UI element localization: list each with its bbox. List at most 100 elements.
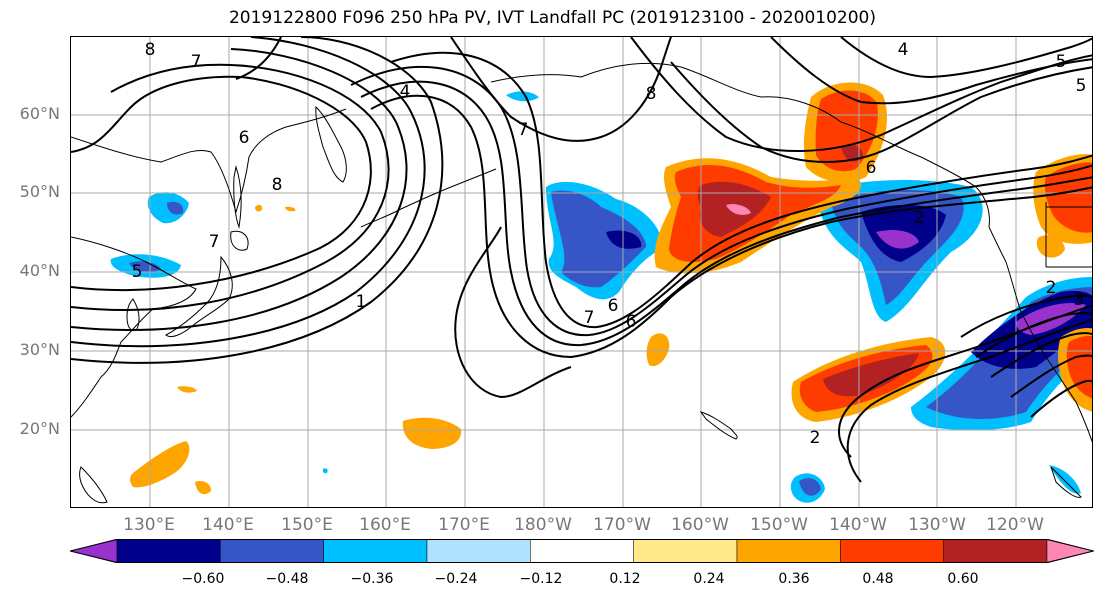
ivt-negative-region: [799, 478, 821, 496]
colorbar-segment: [426, 539, 531, 563]
contour-label: 6: [608, 296, 619, 316]
coastline-sakhalin: [233, 165, 242, 229]
pv-contour-line: [1030, 379, 1092, 418]
pv-contour-line: [670, 61, 1092, 163]
pv-contour-line: [990, 332, 1092, 378]
coastline-alaska: [490, 62, 1007, 263]
lat-label-60n: 60°N: [19, 104, 60, 123]
contour-label: 4: [898, 40, 909, 60]
ivt-positive-region: [841, 144, 863, 162]
pv-contour-line: [770, 37, 1092, 105]
coastline-hokkaido: [230, 230, 249, 251]
ivt-positive-region: [815, 90, 878, 172]
lon-label: 170°E: [438, 515, 490, 535]
colorbar-segment: [220, 539, 324, 563]
ivt-negative-region: [322, 468, 328, 474]
pv-contour-line: [846, 318, 1092, 483]
ivt-positive-region: [1036, 235, 1065, 258]
ivt-positive-region: [195, 481, 211, 495]
colorbar-tick-label: 0.24: [693, 571, 725, 587]
pv-contour-line: [370, 94, 1092, 359]
coastline-kamchatka: [315, 105, 347, 183]
colorbar-tick-label: 0.48: [862, 571, 894, 587]
colorbar-segment: [116, 539, 221, 563]
colorbar-tick-label: 0.60: [947, 571, 979, 587]
lon-label: 130°W: [908, 515, 966, 535]
lon-label: 120°W: [986, 515, 1044, 535]
ivt-negative-region: [551, 190, 646, 288]
contour-label: 7: [209, 232, 220, 252]
ivt-positive-region: [402, 417, 462, 449]
contour-label: 4: [400, 82, 411, 102]
ivt-positive-region: [823, 353, 919, 397]
contour-label: 6: [239, 128, 250, 148]
map-title: 2019122800 F096 250 hPa PV, IVT Landfall…: [228, 8, 876, 28]
lat-label-50n: 50°N: [19, 182, 60, 201]
ivt-shading-negative: [110, 91, 1092, 503]
coastline-korea: [126, 298, 140, 331]
colorbar-segment: [70, 539, 118, 563]
contour-label: 5: [1076, 76, 1087, 96]
pv-contour-line: [630, 37, 1092, 153]
contour-label: 8: [646, 84, 657, 104]
colorbar-tick-label: −0.48: [265, 571, 309, 587]
coastline-japan: [165, 255, 233, 338]
pv-contour-line: [71, 63, 390, 311]
colorbar-tick-label: −0.36: [350, 571, 394, 587]
map-plot: 8 7 6 8 7 5 4 1 7 6 8 6 7 6 5 2 2 2 3 4 …: [71, 37, 1092, 507]
contour-label: 5: [1056, 52, 1067, 72]
pv-contour-line: [454, 226, 572, 399]
contour-label: 2: [914, 208, 925, 228]
colorbar-tick-label: −0.24: [434, 571, 478, 587]
ivt-positive-region: [285, 206, 296, 212]
lon-label: 140°E: [202, 515, 254, 535]
contour-label: 7: [584, 308, 595, 328]
contour-label: 5: [132, 262, 143, 282]
colorbar-segment: [736, 539, 841, 563]
contour-label: 8: [145, 40, 156, 60]
pv-contour-line: [390, 51, 1092, 329]
lat-label-20n: 20°N: [19, 419, 60, 438]
pv-contour-line: [71, 37, 426, 348]
pv-contour-labels: 8 7 6 8 7 5 4 1 7 6 8 6 7 6 5 2 2 2 3 4 …: [132, 40, 1087, 448]
ivt-positive-region: [130, 441, 190, 488]
colorbar: [70, 539, 1094, 563]
contour-label: 7: [518, 120, 529, 140]
coastline-philippines: [79, 466, 108, 504]
map-panel: 8 7 6 8 7 5 4 1 7 6 8 6 7 6 5 2 2 2 3 4 …: [70, 36, 1093, 508]
colorbar-segment: [1046, 539, 1094, 563]
contour-label: 1: [356, 292, 367, 312]
pv-contours: [71, 37, 1092, 483]
colorbar-outline: [70, 539, 1094, 563]
coastline-baja: [1050, 466, 1082, 498]
contour-label: 7: [191, 52, 202, 72]
lon-label: 160°W: [671, 515, 729, 535]
pv-contour-line: [1010, 354, 1092, 398]
ivt-positive-region: [646, 333, 670, 367]
pv-contour-line: [975, 312, 1092, 358]
pv-contour-line: [840, 37, 1092, 79]
contour-label: 2: [810, 428, 821, 448]
contour-label: 6: [866, 158, 877, 178]
colorbar-tick-label: 0.12: [609, 571, 641, 587]
ivt-positive-region: [726, 204, 751, 215]
lon-label: 150°W: [750, 515, 808, 535]
lon-label: 130°E: [123, 515, 175, 535]
ivt-negative-region: [876, 230, 919, 249]
lon-label: 140°W: [829, 515, 887, 535]
colorbar-segment: [323, 539, 428, 563]
ivt-positive-region: [255, 204, 263, 212]
colorbar-segment: [633, 539, 738, 563]
colorbar-segment: [943, 539, 1048, 563]
coastline-north-america: [1005, 261, 1092, 443]
lon-label: 160°E: [359, 515, 411, 535]
lon-label: 180°W: [514, 515, 572, 535]
coastline-great-lakes: [1045, 202, 1092, 268]
ivt-negative-region: [506, 91, 539, 102]
lat-label-30n: 30°N: [19, 340, 60, 359]
lon-label: 150°E: [281, 515, 333, 535]
lat-label-40n: 40°N: [19, 261, 60, 280]
lon-label: 170°W: [593, 515, 651, 535]
pv-contour-line: [450, 37, 672, 142]
ivt-negative-region: [167, 201, 184, 215]
